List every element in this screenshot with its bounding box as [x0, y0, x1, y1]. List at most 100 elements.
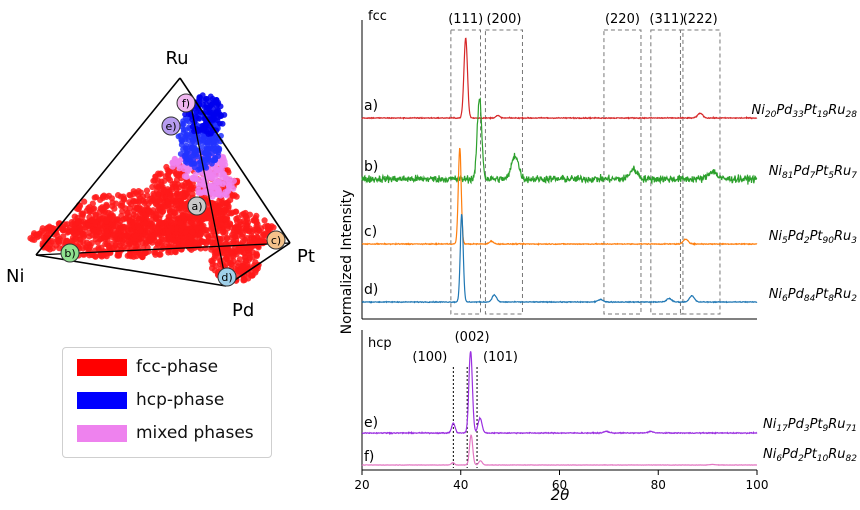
sample-marker	[266, 230, 286, 250]
sample-marker-label: d)	[221, 271, 232, 284]
phase-point	[155, 170, 162, 177]
phase-point	[200, 238, 207, 245]
phase-point	[44, 224, 51, 231]
hcp-reflection-markers: (100) (002) (101)	[412, 330, 518, 468]
phase-point	[152, 251, 159, 258]
phase-point	[143, 187, 151, 194]
phase-point	[99, 194, 106, 202]
panel-label-hcp: hcp	[368, 336, 392, 351]
reflection-box	[679, 29, 721, 315]
phase-point	[235, 267, 242, 275]
phase-point	[170, 237, 177, 244]
phase-point	[239, 263, 246, 270]
edge-pd-pt	[225, 242, 291, 287]
phase-point	[144, 232, 151, 239]
phase-point	[118, 227, 125, 234]
phase-point	[205, 139, 212, 146]
reflection-label: (100)	[412, 350, 447, 365]
phase-point	[48, 239, 55, 246]
phase-point	[186, 213, 193, 220]
phase-point	[231, 177, 238, 184]
phase-point	[179, 213, 186, 220]
reflection-box	[603, 29, 642, 315]
phase-point	[193, 224, 200, 232]
phase-point	[137, 227, 144, 234]
phase-point	[185, 193, 192, 201]
phase-point	[175, 172, 182, 179]
phase-point	[242, 219, 249, 226]
phase-point	[167, 192, 174, 199]
phase-point	[118, 212, 125, 219]
phase-point	[235, 223, 242, 230]
series-label: c)	[364, 224, 377, 240]
phase-point	[248, 234, 255, 242]
sample-marker	[187, 196, 207, 216]
phase-point	[89, 200, 96, 207]
composition-label: Ni20Pd33Pt19Ru28	[752, 103, 858, 120]
phase-point	[162, 173, 169, 180]
phase-point	[98, 244, 105, 251]
phase-point	[189, 228, 196, 236]
reflection-label: (311)	[649, 12, 684, 27]
phase-point	[229, 261, 236, 268]
phase-point	[99, 204, 106, 211]
phase-point	[72, 235, 80, 242]
phase-point	[119, 202, 126, 209]
phase-point	[192, 239, 200, 246]
phase-point	[114, 245, 121, 252]
phase-point	[207, 225, 215, 233]
phase-point	[130, 197, 137, 204]
phase-point	[80, 245, 87, 252]
phase-point	[179, 137, 185, 144]
phase-point	[235, 245, 242, 252]
legend-swatch-hcp	[77, 391, 127, 409]
phase-point	[166, 244, 173, 251]
vertex-label-pd: Pd	[232, 300, 254, 321]
phase-point	[163, 163, 170, 171]
phase-point	[181, 153, 188, 160]
phase-point	[76, 225, 84, 232]
phase-point	[229, 209, 236, 216]
phase-point	[224, 187, 231, 194]
phase-point	[80, 230, 87, 238]
phase-point	[136, 215, 143, 222]
phase-point	[197, 189, 204, 196]
reflection-box	[450, 29, 481, 315]
composition-label: Ni17Pd3Pt9Ru71	[763, 417, 857, 434]
phase-point	[186, 166, 193, 173]
phase-point	[238, 211, 246, 218]
composition-label: Ni81Pd7Pt5Ru7	[769, 164, 858, 181]
series-label: f)	[364, 449, 374, 465]
phase-point	[97, 251, 104, 258]
phase-point	[246, 245, 254, 252]
legend-entry-fcc: fcc-phase	[77, 355, 218, 379]
phase-point	[78, 210, 85, 217]
phase-point	[100, 209, 107, 216]
phase-point	[123, 215, 130, 222]
phase-point	[77, 239, 84, 246]
phase-point	[142, 220, 149, 227]
phase-point	[182, 229, 189, 236]
phase-point	[249, 272, 256, 279]
phase-point	[182, 145, 189, 152]
spectrum-line	[361, 96, 758, 185]
phase-point	[165, 228, 172, 235]
phase-point	[34, 233, 41, 241]
vertex-label-pt: Pt	[297, 246, 315, 267]
phase-point	[27, 235, 34, 242]
edge-ru-pt	[179, 77, 291, 244]
phase-point	[195, 166, 202, 173]
phase-point	[223, 221, 230, 228]
phase-point	[197, 231, 205, 238]
phase-point	[196, 94, 203, 100]
phase-point	[126, 205, 133, 212]
phase-point	[158, 234, 165, 241]
phase-point	[219, 235, 226, 242]
phase-point	[210, 157, 216, 164]
legend-swatch-mixed	[77, 424, 127, 442]
phase-point	[113, 240, 120, 247]
spectrum-line	[362, 351, 758, 436]
phase-point	[64, 221, 71, 228]
reflection-box	[484, 29, 523, 315]
